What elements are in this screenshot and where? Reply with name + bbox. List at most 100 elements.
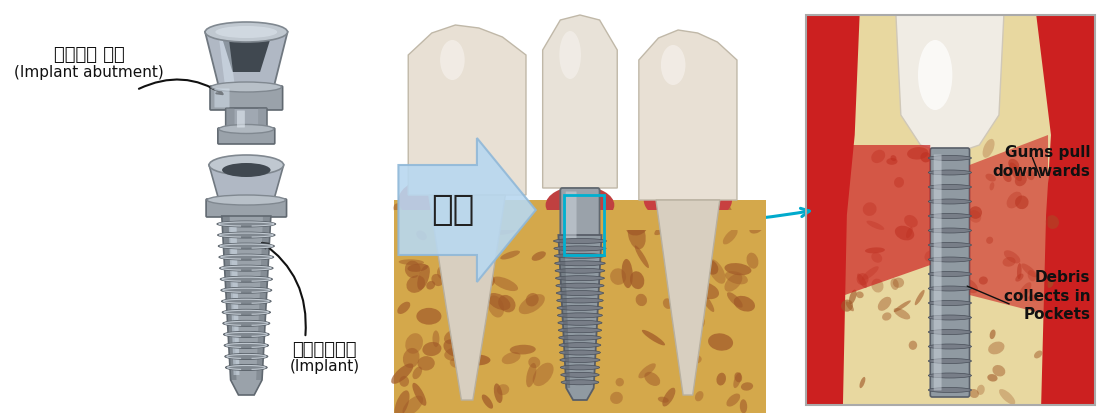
- Ellipse shape: [399, 259, 424, 265]
- Polygon shape: [256, 216, 271, 380]
- Ellipse shape: [687, 218, 706, 237]
- Ellipse shape: [474, 314, 486, 329]
- Ellipse shape: [727, 292, 743, 308]
- Ellipse shape: [493, 225, 517, 235]
- Ellipse shape: [417, 308, 442, 325]
- Ellipse shape: [857, 273, 867, 288]
- Polygon shape: [806, 15, 860, 405]
- Ellipse shape: [915, 290, 925, 305]
- Ellipse shape: [554, 253, 606, 259]
- Ellipse shape: [545, 186, 614, 224]
- Ellipse shape: [558, 313, 603, 318]
- Ellipse shape: [222, 298, 271, 304]
- Ellipse shape: [444, 347, 469, 361]
- Ellipse shape: [928, 330, 972, 335]
- Ellipse shape: [557, 298, 603, 303]
- Ellipse shape: [739, 399, 747, 413]
- Ellipse shape: [555, 276, 604, 281]
- Ellipse shape: [391, 363, 413, 384]
- Ellipse shape: [488, 295, 504, 318]
- Ellipse shape: [886, 158, 897, 165]
- Ellipse shape: [418, 356, 435, 370]
- Ellipse shape: [463, 354, 490, 366]
- Ellipse shape: [494, 383, 503, 403]
- Polygon shape: [228, 221, 239, 375]
- Ellipse shape: [219, 265, 273, 271]
- Ellipse shape: [1003, 173, 1012, 182]
- Ellipse shape: [707, 259, 725, 284]
- Ellipse shape: [399, 176, 487, 224]
- Polygon shape: [408, 25, 526, 195]
- Ellipse shape: [918, 40, 952, 110]
- Ellipse shape: [726, 394, 741, 406]
- Ellipse shape: [658, 396, 669, 403]
- Ellipse shape: [1018, 282, 1031, 299]
- Ellipse shape: [1015, 273, 1024, 282]
- Ellipse shape: [635, 245, 649, 268]
- Ellipse shape: [1046, 215, 1059, 229]
- Ellipse shape: [878, 297, 892, 311]
- Ellipse shape: [928, 286, 972, 291]
- Ellipse shape: [962, 279, 977, 293]
- Ellipse shape: [440, 40, 465, 80]
- Ellipse shape: [437, 263, 457, 281]
- Ellipse shape: [928, 242, 972, 247]
- Ellipse shape: [724, 273, 743, 292]
- Ellipse shape: [611, 268, 626, 285]
- FancyBboxPatch shape: [206, 199, 287, 217]
- Ellipse shape: [553, 238, 606, 244]
- Polygon shape: [559, 235, 602, 400]
- Polygon shape: [429, 195, 506, 400]
- Ellipse shape: [1027, 270, 1036, 281]
- Ellipse shape: [478, 225, 490, 244]
- Ellipse shape: [987, 374, 997, 382]
- Ellipse shape: [431, 274, 443, 286]
- Ellipse shape: [988, 342, 1005, 354]
- Ellipse shape: [526, 293, 539, 306]
- Ellipse shape: [403, 348, 420, 368]
- Ellipse shape: [928, 228, 972, 233]
- Ellipse shape: [526, 363, 537, 387]
- Ellipse shape: [661, 45, 685, 85]
- Ellipse shape: [224, 331, 269, 337]
- Ellipse shape: [498, 295, 516, 312]
- Polygon shape: [542, 15, 617, 188]
- Ellipse shape: [662, 388, 676, 406]
- Ellipse shape: [417, 230, 426, 240]
- Ellipse shape: [426, 281, 435, 290]
- Ellipse shape: [969, 389, 979, 398]
- Ellipse shape: [860, 377, 865, 388]
- Bar: [806, 15, 1095, 405]
- Bar: [806, 15, 1095, 405]
- Ellipse shape: [399, 376, 409, 387]
- Ellipse shape: [1017, 263, 1022, 279]
- Ellipse shape: [928, 315, 972, 320]
- Text: 치아임플란트: 치아임플란트: [292, 341, 357, 359]
- Bar: [564, 195, 604, 255]
- Ellipse shape: [636, 294, 647, 306]
- Ellipse shape: [990, 182, 994, 190]
- Bar: [393, 210, 766, 230]
- Ellipse shape: [1008, 159, 1019, 170]
- FancyBboxPatch shape: [560, 188, 599, 242]
- Text: Debris
collects in
Pockets: Debris collects in Pockets: [1004, 270, 1090, 322]
- Ellipse shape: [1009, 162, 1022, 181]
- Ellipse shape: [557, 291, 604, 296]
- FancyBboxPatch shape: [218, 128, 274, 144]
- Ellipse shape: [678, 244, 694, 257]
- Ellipse shape: [906, 227, 912, 238]
- Ellipse shape: [482, 394, 493, 409]
- Ellipse shape: [695, 391, 703, 401]
- Polygon shape: [639, 30, 737, 200]
- Ellipse shape: [561, 380, 598, 385]
- Ellipse shape: [872, 150, 885, 163]
- Ellipse shape: [866, 221, 884, 230]
- Ellipse shape: [555, 283, 604, 288]
- Ellipse shape: [450, 357, 467, 368]
- Ellipse shape: [856, 273, 868, 285]
- Ellipse shape: [893, 278, 904, 288]
- Ellipse shape: [849, 290, 856, 304]
- Ellipse shape: [559, 343, 601, 348]
- Ellipse shape: [1006, 192, 1022, 209]
- Ellipse shape: [560, 31, 581, 79]
